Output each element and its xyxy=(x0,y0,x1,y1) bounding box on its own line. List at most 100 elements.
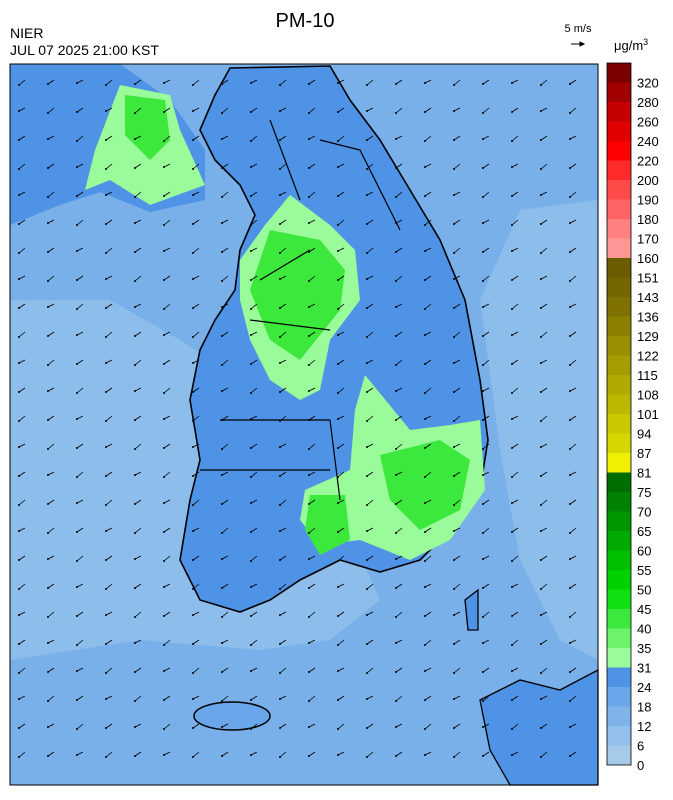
wind-arrow-head xyxy=(192,446,194,448)
wind-arrow xyxy=(366,331,374,338)
wind-arrow xyxy=(134,723,142,728)
wind-arrow xyxy=(453,191,461,196)
wind-arrow xyxy=(105,387,113,393)
colorbar-label: 31 xyxy=(637,661,651,676)
wind-arrow xyxy=(540,667,548,674)
wind-arrow-head xyxy=(18,727,20,729)
wind-arrow-head xyxy=(308,306,310,308)
colorbar-label: 320 xyxy=(637,76,659,91)
wind-arrow-head xyxy=(569,671,571,673)
pm-zone xyxy=(250,230,345,360)
wind-arrow xyxy=(308,555,316,560)
wind-arrow xyxy=(569,751,577,757)
wind-arrow xyxy=(337,331,345,336)
wind-arrow xyxy=(18,695,26,700)
wind-arrow xyxy=(221,247,229,253)
wind-arrow-head xyxy=(569,616,571,618)
wind-arrow-head xyxy=(395,587,397,589)
wind-arrow xyxy=(76,135,84,142)
wind-arrow xyxy=(453,107,461,112)
wind-arrow xyxy=(192,639,200,645)
wind-arrow xyxy=(192,163,200,170)
wind-arrow-head xyxy=(47,280,49,282)
wind-arrow-head xyxy=(482,251,484,253)
wind-arrow-head xyxy=(569,112,571,114)
wind-arrow-head xyxy=(163,279,165,281)
colorbar-label: 45 xyxy=(637,602,651,617)
wind-arrow xyxy=(569,303,577,308)
wind-arrow-head xyxy=(221,83,223,85)
colorbar-label: 143 xyxy=(637,290,659,305)
wind-arrow-head xyxy=(76,82,78,84)
wind-arrow-head xyxy=(395,335,397,337)
wind-arrow xyxy=(250,415,258,420)
wind-arrow-head xyxy=(192,420,194,422)
wind-arrow-head xyxy=(18,475,20,477)
wind-arrow-head xyxy=(482,335,484,337)
wind-arrow xyxy=(279,667,287,674)
wind-arrow xyxy=(453,219,461,225)
wind-arrow-head xyxy=(18,223,20,225)
colorbar-segment xyxy=(607,102,631,122)
wind-arrow xyxy=(395,751,403,757)
wind-arrow-head xyxy=(105,194,107,196)
wind-arrow xyxy=(366,751,374,758)
colorbar-frame xyxy=(606,62,632,766)
wind-arrow-head xyxy=(540,278,542,280)
wind-arrow xyxy=(569,639,577,644)
wind-arrow-head xyxy=(47,503,49,505)
wind-arrow xyxy=(250,107,258,113)
wind-arrow-head xyxy=(482,558,484,560)
wind-arrow-head xyxy=(105,362,107,364)
wind-arrow xyxy=(511,471,519,478)
wind-arrow-head xyxy=(47,251,49,253)
wind-arrow-head xyxy=(337,699,339,701)
wind-arrow xyxy=(424,275,432,281)
wind-arrow xyxy=(221,471,229,476)
wind-arrow xyxy=(105,499,113,506)
wind-arrow xyxy=(453,471,461,477)
wind-arrow xyxy=(47,79,55,85)
wind-arrow xyxy=(308,639,316,644)
wind-arrow xyxy=(366,639,374,645)
colorbar-segment xyxy=(607,82,631,102)
wind-arrow-head xyxy=(511,418,513,420)
wind-arrow-head xyxy=(395,700,397,702)
wind-arrow xyxy=(308,723,316,728)
wind-arrow xyxy=(18,639,26,645)
wind-arrow xyxy=(76,555,84,562)
wind-arrow-head xyxy=(105,672,107,674)
wind-arrow xyxy=(540,751,548,758)
wind-arrow xyxy=(540,331,548,338)
wind-arrow xyxy=(47,303,55,308)
wind-arrow xyxy=(395,219,403,224)
wind-arrow-head xyxy=(308,503,310,505)
wind-arrow xyxy=(192,331,200,338)
wind-arrow xyxy=(482,695,490,702)
wind-arrow xyxy=(250,667,258,672)
wind-arrow-head xyxy=(192,672,194,674)
wind-arrow-head xyxy=(279,391,281,393)
wind-arrow-head xyxy=(395,83,397,85)
wind-arrow xyxy=(395,387,403,392)
wind-arrow-head xyxy=(250,418,252,420)
wind-arrow-head xyxy=(221,532,223,534)
wind-arrow-head xyxy=(163,699,165,701)
wind-arrow-head xyxy=(366,278,368,280)
colorbar-label: 81 xyxy=(637,466,651,481)
wind-arrow-head xyxy=(424,363,426,365)
wind-arrow-head xyxy=(366,504,368,506)
wind-arrow xyxy=(221,135,229,140)
wind-arrow xyxy=(453,415,461,422)
wind-arrow-head xyxy=(47,726,49,728)
wind-arrow-head xyxy=(308,616,310,618)
wind-arrow-head xyxy=(540,614,542,616)
wind-arrow-head xyxy=(163,615,165,617)
wind-arrow xyxy=(540,191,548,196)
wind-arrow xyxy=(18,387,26,393)
wind-arrow xyxy=(366,247,374,254)
colorbar-segment xyxy=(607,316,631,336)
wind-arrow-head xyxy=(250,82,252,84)
wind-arrow-head xyxy=(482,726,484,728)
